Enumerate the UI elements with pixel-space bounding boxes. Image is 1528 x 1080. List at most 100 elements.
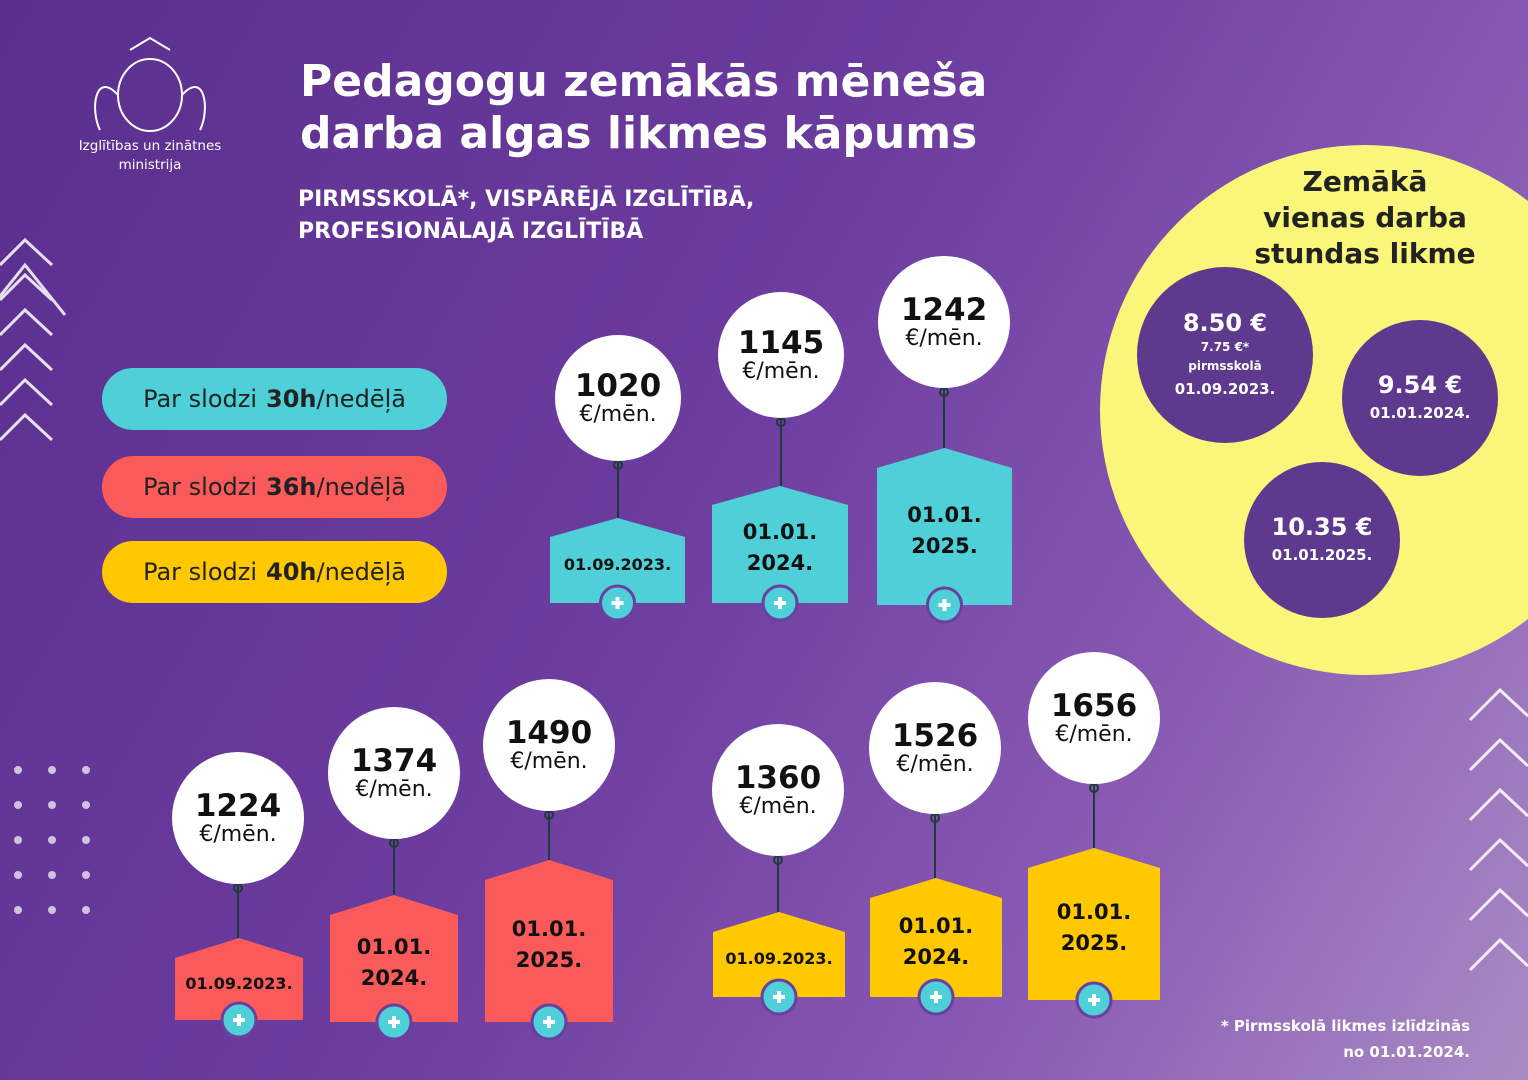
date-line: 01.01. — [356, 934, 432, 959]
house — [330, 895, 458, 1022]
stem-knob — [776, 417, 786, 427]
amount-bubble: 1242 €/mēn. — [878, 256, 1010, 388]
plus-icon — [1088, 994, 1100, 1006]
legend-pill: Par slodzi 40h/nedēļā — [102, 541, 447, 603]
unit: €/mēn. — [739, 794, 817, 819]
stem-knob — [773, 855, 783, 865]
house — [550, 518, 685, 603]
date-line: 2024. — [746, 551, 814, 575]
stem-knob — [939, 387, 949, 397]
legend-suffix: /nedēļā — [316, 473, 406, 501]
legend-pill: Par slodzi 36h/nedēļā — [102, 456, 447, 518]
rate-circle: 9.54 € 01.01.2024. — [1342, 320, 1498, 476]
date: 01.01. 2024. — [330, 932, 458, 994]
legend-prefix: Par slodzi — [143, 385, 258, 413]
date-line: 01.01. — [511, 917, 587, 941]
footnote-line: * Pirmsskolā likmes izlīdzinās — [1220, 1017, 1470, 1035]
date-line: 01.01. — [1056, 900, 1132, 924]
footnote-line: no 01.01.2024. — [1343, 1043, 1470, 1061]
rate-note: 7.75 €* — [1200, 340, 1250, 354]
legend-hours: 36h — [266, 473, 317, 501]
stem-knob — [544, 810, 554, 820]
unit: €/mēn. — [896, 752, 974, 777]
house — [713, 912, 845, 997]
amount: 1490 — [505, 715, 593, 751]
unit: €/mēn. — [742, 359, 820, 384]
unit: €/mēn. — [199, 822, 277, 847]
date-line: 01.01. — [742, 520, 818, 544]
legend-suffix: /nedēļā — [316, 558, 406, 586]
house — [712, 486, 848, 603]
legend-prefix: Par slodzi — [143, 558, 258, 586]
rate-date: 01.01.2024. — [1369, 404, 1471, 422]
amount-bubble: 1490 €/mēn. — [483, 679, 615, 811]
date-line: 2025. — [515, 948, 583, 972]
amount-bubble: 1360 €/mēn. — [712, 724, 844, 856]
hourly-title-line: stundas likme — [1254, 237, 1476, 270]
rate-circle: 10.35 € 01.01.2025. — [1244, 462, 1400, 618]
ministry-line: Izglītības un zinātnes — [78, 138, 222, 154]
amount: 1145 — [737, 325, 825, 361]
date: 01.01. 2025. — [485, 914, 613, 976]
amount-bubble: 1224 €/mēn. — [172, 752, 304, 884]
unit: €/mēn. — [355, 777, 433, 802]
date-line: 01.09.2023. — [185, 973, 293, 993]
hourly-title-line: Zemākā — [1302, 165, 1428, 198]
hourly-title-line: vienas darba — [1263, 201, 1467, 234]
unit: €/mēn. — [905, 326, 983, 351]
legend-hours: 30h — [266, 385, 317, 413]
coat-of-arms — [94, 36, 206, 132]
chevrons — [0, 237, 1528, 972]
amount: 1656 — [1050, 688, 1138, 724]
date-line: 01.09.2023. — [725, 949, 833, 968]
house — [485, 860, 613, 1022]
plus-icon — [388, 1016, 400, 1028]
title-line: Pedagogu zemākās mēneša — [300, 56, 988, 107]
hourly-title: Zemākā vienas darba stundas likme — [1230, 164, 1500, 272]
stem-knob — [389, 838, 399, 848]
date-line: 2025. — [911, 533, 978, 558]
ministry: Izglītības un zinātnes ministrija — [60, 137, 240, 175]
legend-pill: Par slodzi 30h/nedēļā — [102, 368, 447, 430]
legend-prefix: Par slodzi — [143, 473, 258, 501]
date: 01.09.2023. — [175, 968, 303, 999]
plus-icon — [543, 1016, 555, 1028]
legend-hours: 40h — [266, 558, 317, 586]
amount-bubble: 1020 €/mēn. — [555, 335, 681, 461]
date: 01.01. 2024. — [870, 911, 1002, 973]
amount-bubble: 1526 €/mēn. — [869, 682, 1001, 814]
house — [1028, 848, 1160, 1000]
unit: €/mēn. — [579, 402, 657, 427]
rate-value: 8.50 € — [1182, 309, 1268, 337]
stem-knob — [613, 460, 623, 470]
rate-date: 01.01.2025. — [1271, 546, 1373, 564]
house — [175, 938, 303, 1020]
plus-icon — [233, 1014, 245, 1026]
date: 01.01. 2024. — [712, 517, 848, 579]
subtitle-line: PROFESIONĀLAJĀ IZGLĪTĪBĀ — [298, 219, 644, 244]
date-line: 01.09.2023. — [563, 554, 672, 574]
unit: €/mēn. — [1055, 722, 1133, 747]
date-line: 01.01. — [907, 502, 982, 527]
ministry-line: ministrija — [118, 157, 182, 173]
plus-icon — [773, 991, 785, 1003]
rate-value: 10.35 € — [1271, 513, 1373, 541]
date: 01.01. 2025. — [1028, 897, 1160, 959]
title: Pedagogu zemākās mēneša darba algas likme… — [300, 56, 987, 160]
date-line: 2024. — [902, 944, 970, 969]
amount: 1526 — [891, 718, 979, 754]
legend-suffix: /nedēļā — [316, 385, 406, 413]
house — [877, 448, 1012, 605]
stem-knob — [1089, 783, 1099, 793]
subtitle-line: PIRMSSKOLĀ*, VISPĀRĒJĀ IZGLĪTĪBĀ, — [298, 187, 755, 212]
amount: 1020 — [574, 368, 662, 404]
stem-knob — [930, 813, 940, 823]
amount: 1242 — [900, 292, 988, 328]
amount: 1374 — [350, 743, 438, 779]
subtitle: PIRMSSKOLĀ*, VISPĀRĒJĀ IZGLĪTĪBĀ, PROFESI… — [298, 184, 754, 248]
title-line: darba algas likmes kāpums — [300, 108, 978, 159]
rate-date: 01.09.2023. — [1174, 380, 1276, 398]
date-line: 2025. — [1060, 931, 1128, 955]
plus-icon — [774, 597, 786, 609]
